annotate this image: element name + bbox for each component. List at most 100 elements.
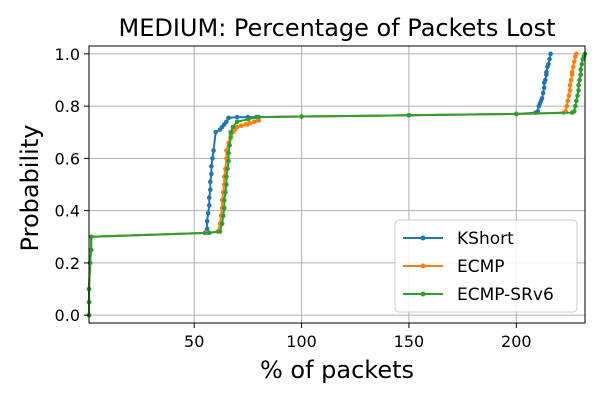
y-tick-label: 0.2 bbox=[55, 254, 80, 273]
data-point bbox=[513, 111, 519, 117]
data-point bbox=[252, 119, 257, 125]
data-point bbox=[88, 247, 94, 253]
ticks: 50 100 150 200 0.0 0.2 0.4 0.6 0.8 1.0 bbox=[55, 45, 532, 351]
data-point bbox=[228, 129, 234, 135]
data-point bbox=[234, 114, 240, 120]
data-point bbox=[213, 129, 218, 135]
legend-item: ECMP-SRv6 bbox=[403, 285, 554, 305]
data-point bbox=[565, 98, 571, 104]
data-point bbox=[564, 103, 570, 109]
y-tick-label: 0.0 bbox=[55, 306, 80, 325]
data-point bbox=[578, 67, 584, 72]
data-point bbox=[548, 51, 553, 57]
legend-label: ECMP bbox=[457, 257, 505, 277]
data-point bbox=[217, 229, 223, 234]
data-point bbox=[573, 103, 578, 109]
y-tick-label: 1.0 bbox=[55, 45, 80, 64]
data-point bbox=[576, 82, 581, 88]
data-point bbox=[571, 109, 577, 114]
data-point bbox=[574, 98, 579, 104]
data-point bbox=[578, 72, 584, 78]
legend-swatch-marker bbox=[420, 263, 426, 269]
y-tick-label: 0.6 bbox=[55, 149, 80, 168]
legend-item: KShort bbox=[403, 229, 514, 249]
data-point bbox=[88, 234, 94, 240]
x-axis-label: % of packets bbox=[260, 356, 414, 384]
legend-label: ECMP-SRv6 bbox=[457, 285, 554, 305]
data-point bbox=[576, 88, 581, 93]
data-point bbox=[234, 124, 240, 130]
data-point bbox=[206, 195, 212, 200]
data-point bbox=[544, 69, 549, 75]
data-point bbox=[208, 187, 213, 193]
data-point bbox=[247, 120, 253, 126]
series-ecmp-srv6 bbox=[86, 51, 588, 318]
data-point bbox=[542, 77, 548, 83]
data-point bbox=[567, 82, 573, 88]
data-point bbox=[221, 197, 227, 203]
y-axis-label: Probability bbox=[16, 125, 44, 252]
data-point bbox=[224, 119, 229, 125]
data-point bbox=[406, 112, 412, 118]
data-point bbox=[547, 56, 552, 62]
legend-box bbox=[394, 219, 578, 313]
data-point bbox=[245, 116, 251, 122]
data-point bbox=[227, 143, 232, 148]
data-point bbox=[228, 135, 234, 140]
data-point bbox=[223, 190, 228, 195]
data-point bbox=[206, 230, 212, 236]
data-point bbox=[224, 174, 229, 179]
data-point bbox=[539, 95, 545, 101]
data-point bbox=[204, 226, 210, 232]
data-point bbox=[299, 114, 304, 119]
data-point bbox=[210, 156, 215, 161]
data-point bbox=[206, 203, 212, 208]
data-point bbox=[219, 221, 225, 226]
data-point bbox=[546, 61, 551, 67]
data-point bbox=[579, 61, 585, 67]
data-point bbox=[220, 213, 226, 219]
data-point bbox=[256, 118, 261, 123]
data-point bbox=[574, 51, 579, 57]
legend-item: ECMP bbox=[403, 257, 505, 277]
plot-frame bbox=[88, 45, 586, 324]
data-point bbox=[209, 171, 214, 177]
data-point bbox=[566, 93, 572, 98]
data-point bbox=[208, 179, 213, 185]
data-point bbox=[204, 218, 210, 224]
data-point bbox=[256, 114, 261, 120]
data-point bbox=[226, 115, 231, 121]
data-point bbox=[541, 85, 547, 91]
x-tick-label: 150 bbox=[394, 332, 425, 351]
x-tick-label: 100 bbox=[286, 332, 317, 351]
data-point bbox=[226, 150, 231, 156]
data-point bbox=[234, 119, 240, 125]
data-point bbox=[570, 64, 576, 70]
grid bbox=[89, 46, 585, 323]
y-tick-label: 0.4 bbox=[55, 202, 80, 221]
data-point bbox=[230, 124, 236, 130]
y-tick-label: 0.8 bbox=[55, 97, 80, 116]
data-point bbox=[567, 88, 573, 93]
data-point bbox=[571, 59, 577, 64]
data-point bbox=[224, 182, 229, 187]
data-point bbox=[226, 158, 231, 164]
legend-label: KShort bbox=[457, 229, 514, 249]
legend: KShort ECMP ECMP-SRv6 bbox=[394, 219, 578, 313]
data-point bbox=[209, 163, 214, 169]
data-point bbox=[225, 166, 230, 172]
data-point bbox=[575, 93, 580, 98]
chart-title: MEDIUM: Percentage of Packets Lost bbox=[118, 14, 555, 42]
data-point bbox=[221, 205, 227, 211]
x-tick-label: 50 bbox=[184, 332, 204, 351]
legend-swatch-marker bbox=[420, 235, 426, 241]
series-layer bbox=[86, 51, 588, 318]
data-point bbox=[577, 77, 582, 83]
data-point bbox=[239, 123, 244, 129]
x-tick-label: 200 bbox=[501, 332, 532, 351]
legend-swatch-marker bbox=[420, 291, 426, 297]
data-point bbox=[540, 90, 546, 96]
data-point bbox=[211, 148, 216, 153]
data-point bbox=[205, 210, 211, 216]
